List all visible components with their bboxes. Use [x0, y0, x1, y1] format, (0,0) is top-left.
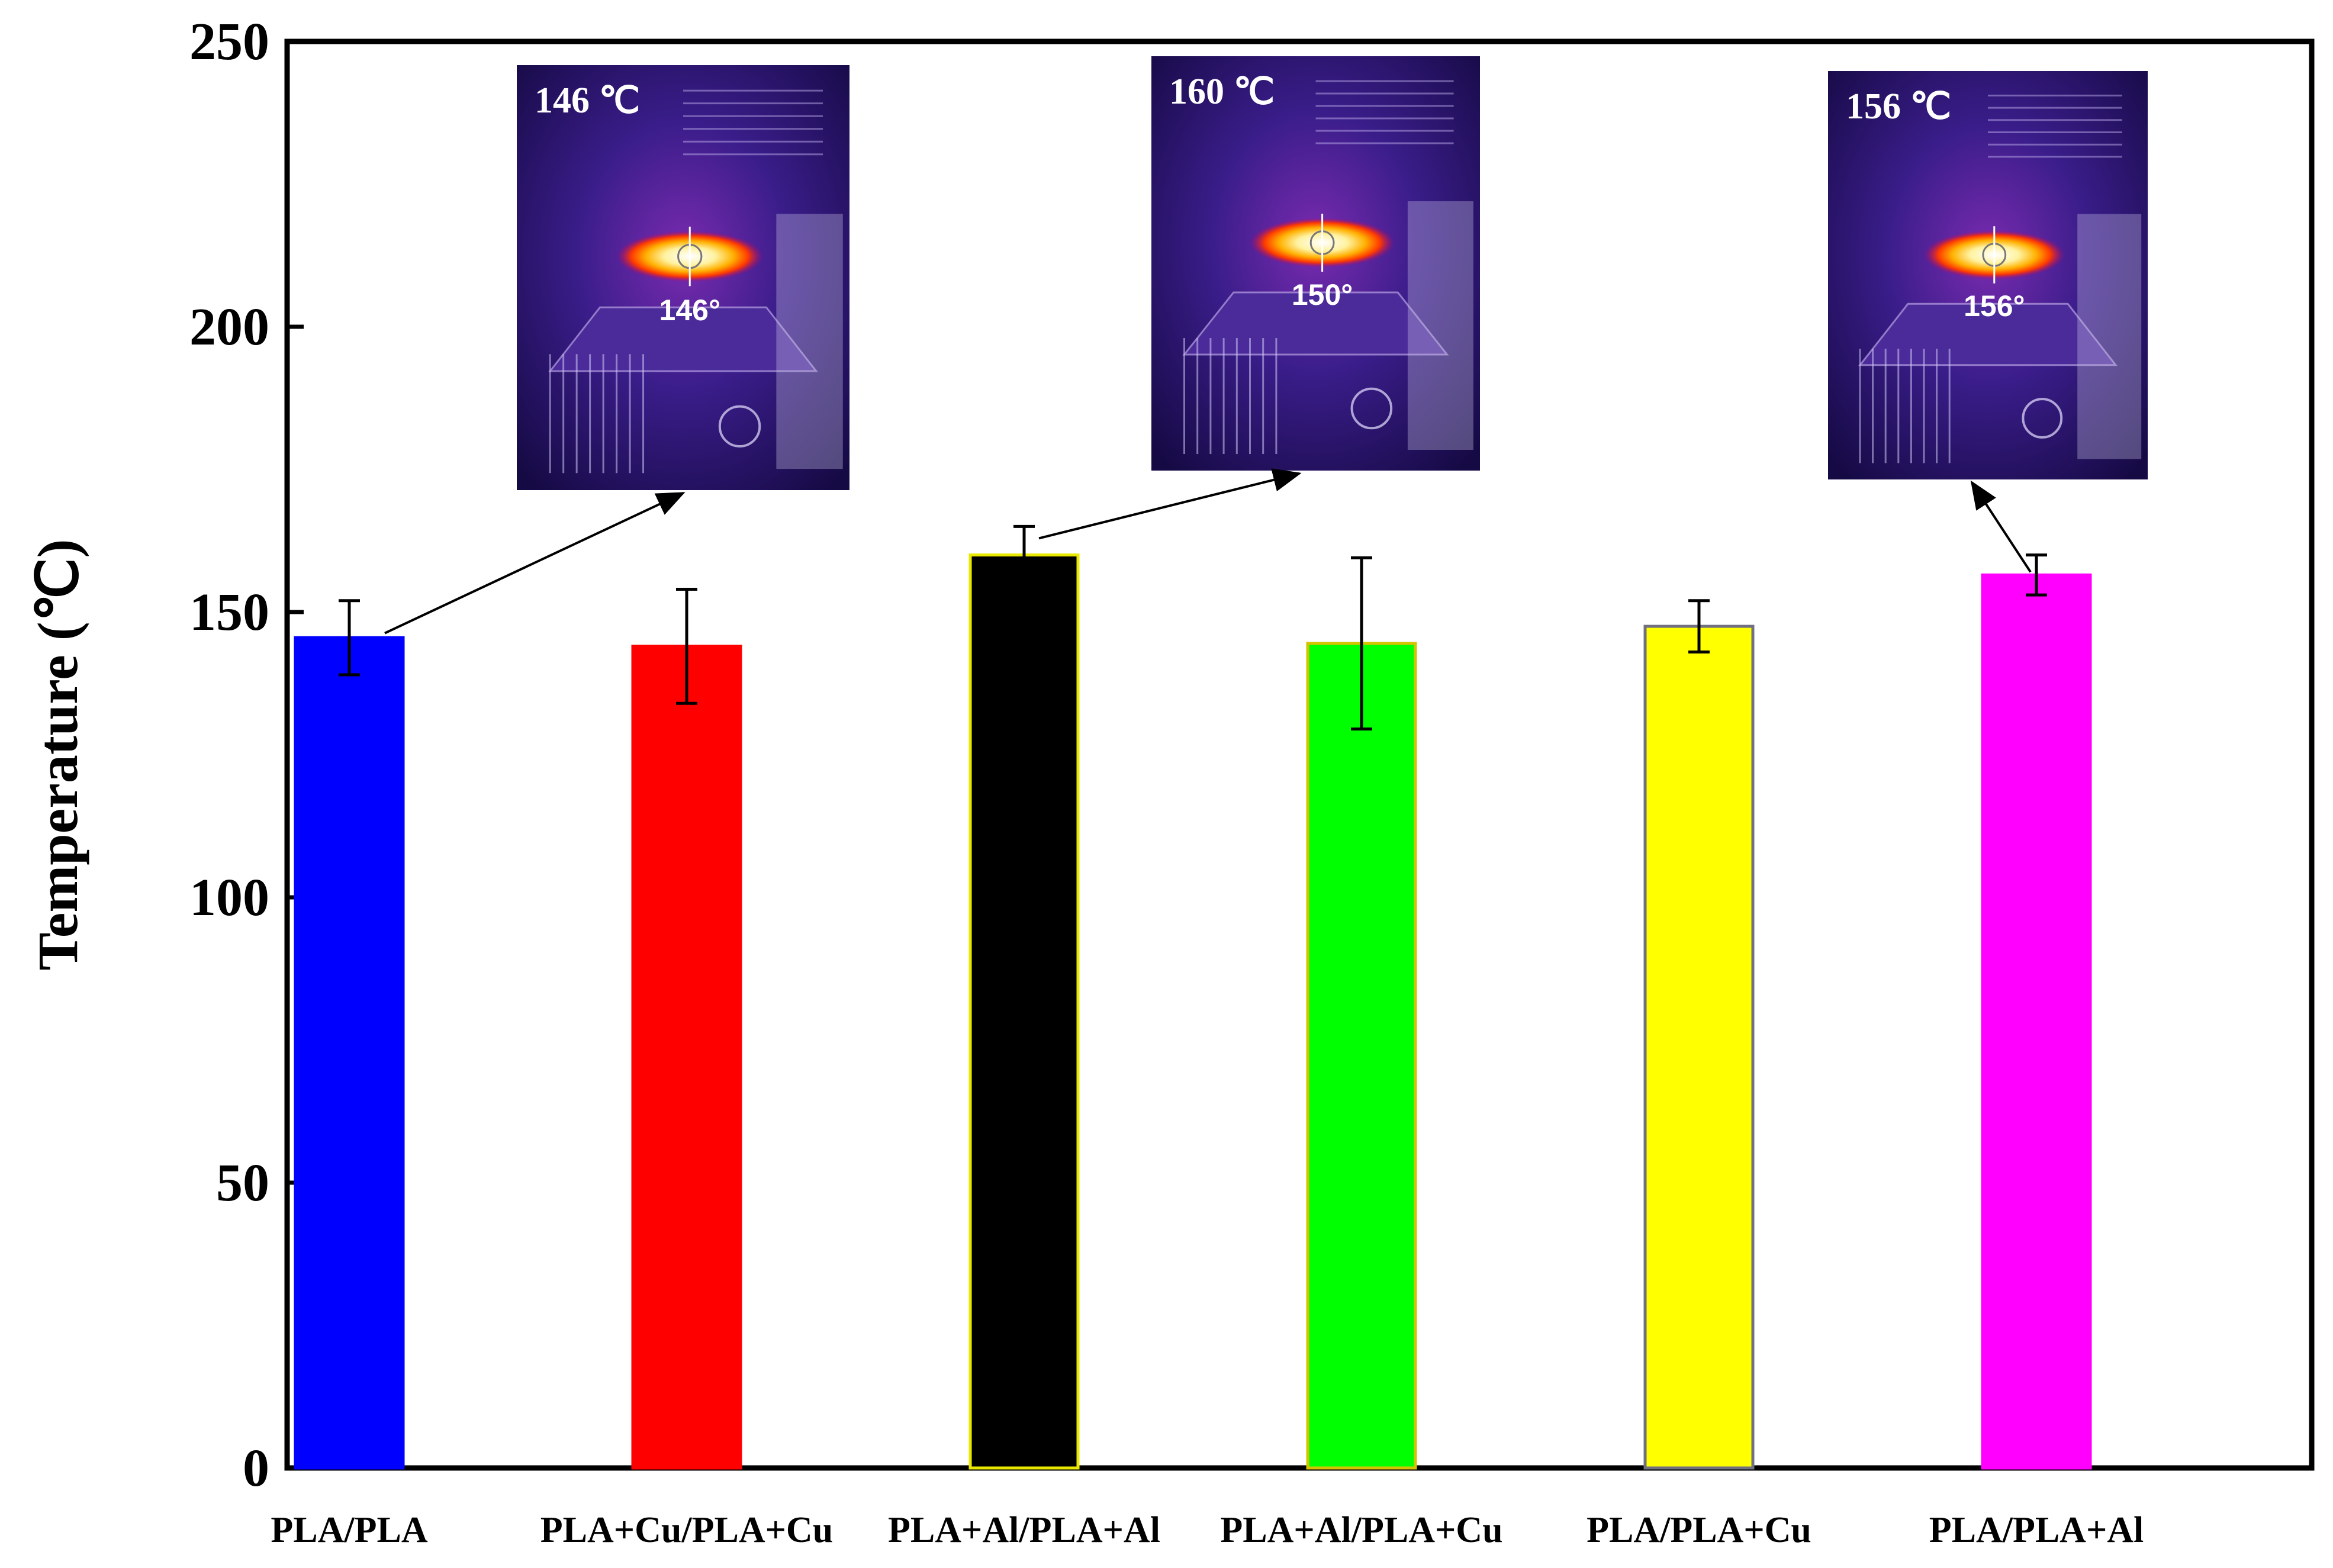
x-category-label: PLA/PLA+Al [1929, 1510, 2144, 1550]
x-category-label: PLA+Al/PLA+Al [888, 1510, 1160, 1550]
y-tick-label: 250 [189, 12, 269, 71]
inset-camera-reading: 146° [659, 294, 720, 327]
x-category-label: PLA+Cu/PLA+Cu [540, 1510, 833, 1550]
inset-temperature-label: 156 ℃ [1846, 86, 1951, 127]
bar [1643, 624, 1755, 1470]
thermal-image-inset: 146 ℃ 146° [517, 65, 849, 490]
bar [631, 645, 742, 1470]
x-category-label: PLA/PLA [271, 1510, 427, 1550]
thermal-image-inset: 160 ℃ 150° [1151, 56, 1480, 471]
y-tick-label: 50 [216, 1154, 269, 1212]
bar [968, 553, 1080, 1470]
y-tick-label: 0 [243, 1439, 269, 1498]
bar [1306, 642, 1417, 1470]
inset-temperature-label: 146 ℃ [535, 81, 640, 121]
bars-group [294, 553, 2092, 1470]
y-tick-label: 100 [189, 868, 269, 927]
plot-frame [284, 38, 2315, 1471]
y-tick-label: 150 [189, 583, 269, 642]
y-tick-label: 200 [189, 298, 269, 356]
thermal-image-inset: 156 ℃ 156° [1828, 71, 2148, 479]
inset-arrow [1038, 468, 1302, 540]
inset-camera-reading: 156° [1964, 289, 2025, 323]
errorbars-group [339, 524, 2047, 731]
y-axis-title: Temperature (℃) [26, 539, 89, 971]
x-category-label: PLA+Al/PLA+Cu [1220, 1510, 1502, 1550]
x-category-label: PLA/PLA+Cu [1587, 1510, 1811, 1550]
category-labels: PLA/PLA PLA+Cu/PLA+Cu PLA+Al/PLA+Al PLA+Al/… [271, 1510, 2144, 1550]
bar [294, 636, 405, 1470]
inset-arrow [1970, 480, 2032, 573]
thermal-insets: 146 ℃ 146° 160 ℃ 150° 156 ℃ 156° [517, 56, 2148, 490]
inset-arrows [384, 468, 2032, 635]
bar [1981, 573, 2092, 1470]
inset-arrow [384, 492, 686, 635]
inset-temperature-label: 160 ℃ [1169, 72, 1275, 112]
y-axis: 0 50 100 150 200 250 [189, 12, 304, 1498]
inset-camera-reading: 150° [1292, 278, 1353, 311]
